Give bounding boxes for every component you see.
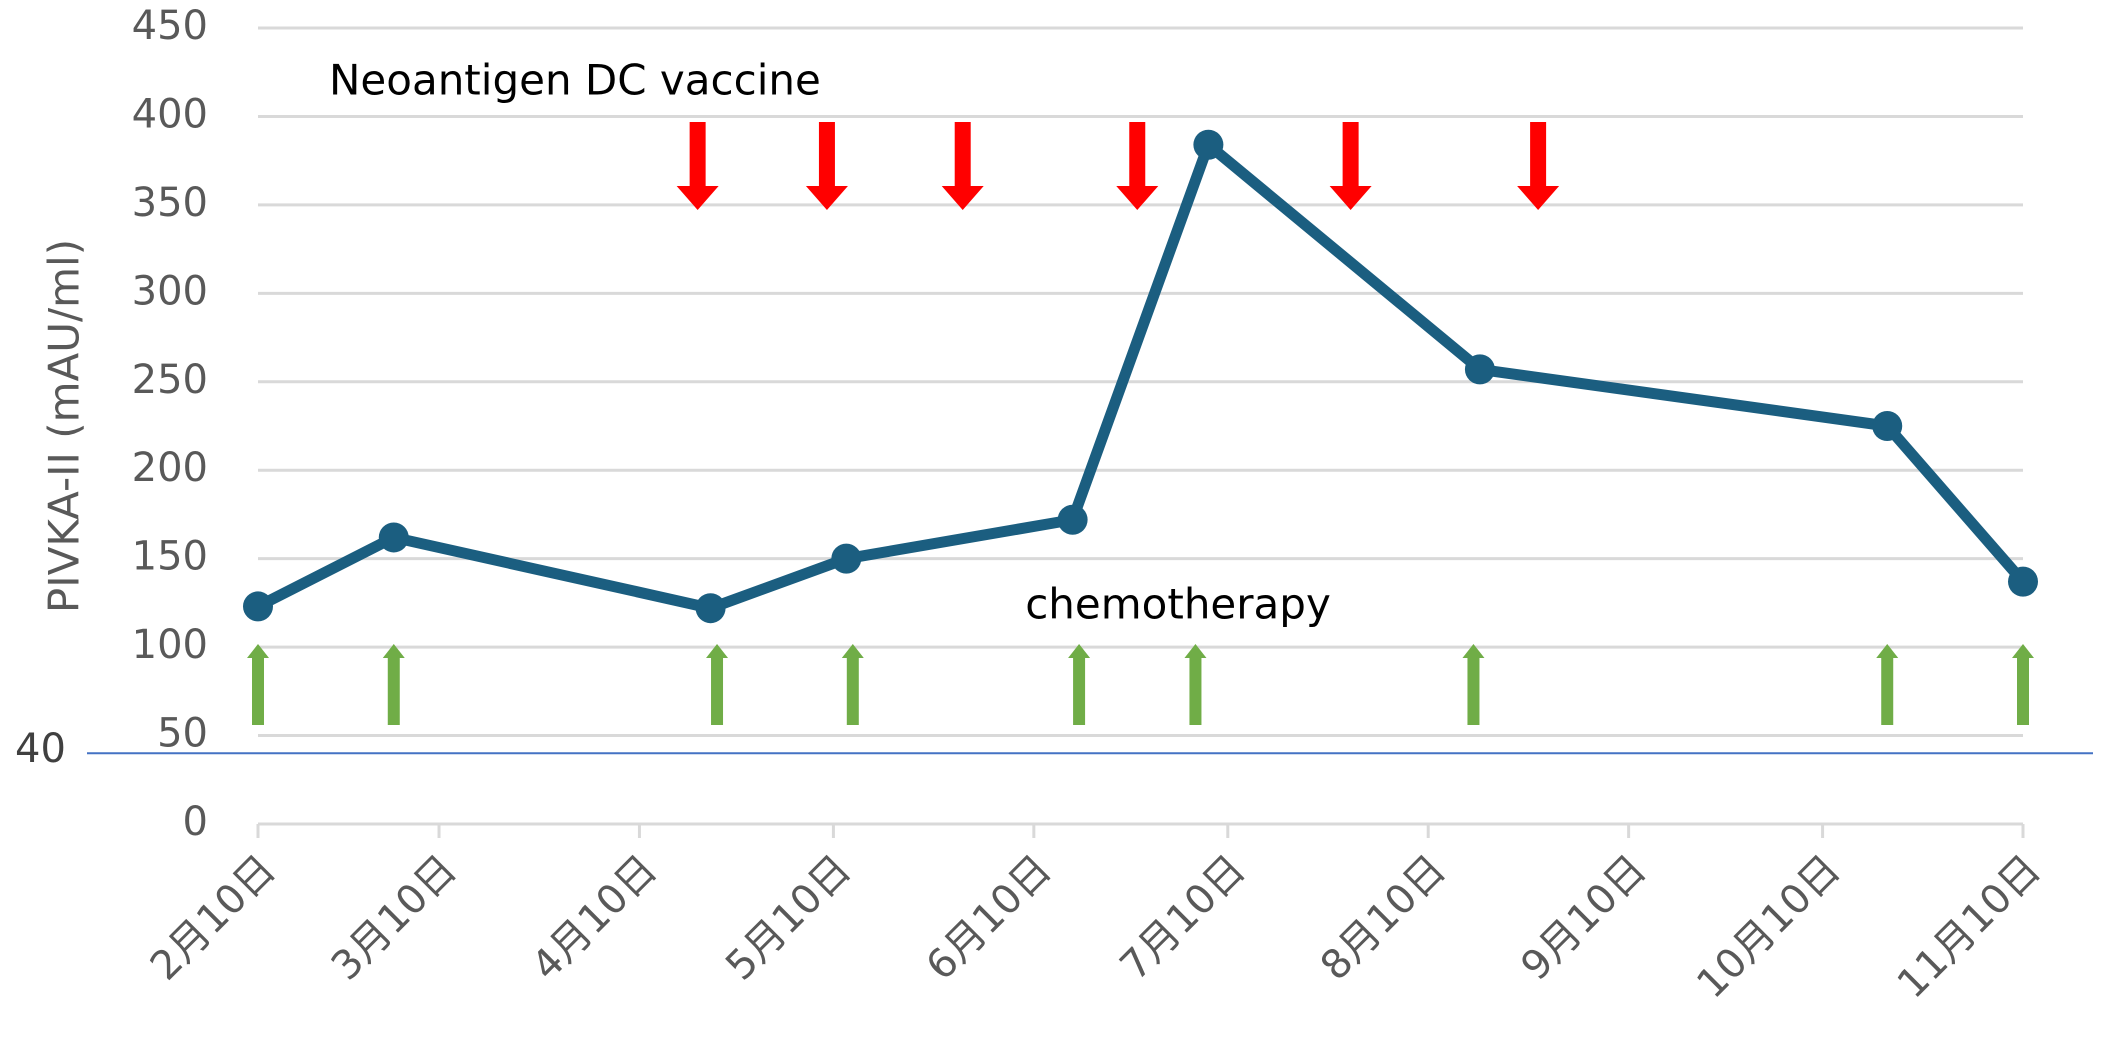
vaccine-arrow xyxy=(941,122,984,210)
x-tick-label: 9月10日 xyxy=(1512,846,1655,989)
x-tick-label: 5月10日 xyxy=(717,846,860,989)
vaccine-arrow xyxy=(1517,122,1560,210)
chemo-arrow xyxy=(706,644,729,725)
data-point xyxy=(831,543,862,574)
data-point xyxy=(1057,504,1088,535)
annotation-label: chemotherapy xyxy=(1025,580,1331,629)
data-point xyxy=(243,591,273,622)
x-tick-label: 8月10日 xyxy=(1312,846,1455,989)
data-point xyxy=(378,522,409,553)
data-point xyxy=(1193,129,1224,160)
vaccine-arrow xyxy=(676,122,719,210)
y-tick-label: 50 xyxy=(157,711,208,757)
x-tick-label: 4月10日 xyxy=(523,846,666,989)
vaccine-arrow xyxy=(1116,122,1159,210)
y-tick-label: 450 xyxy=(132,3,208,49)
x-tick-label: 2月10日 xyxy=(142,846,285,989)
x-tick-label: 10月10日 xyxy=(1688,846,1849,1007)
y-tick-label: 400 xyxy=(132,91,208,137)
chemo-arrow xyxy=(1184,644,1207,725)
annotation-label: Neoantigen DC vaccine xyxy=(329,56,821,105)
chemo-arrow xyxy=(1068,644,1091,725)
reference-label: 40 xyxy=(15,726,66,772)
data-point xyxy=(1872,411,1903,441)
chemo-arrow xyxy=(1462,644,1485,725)
y-tick-label: 150 xyxy=(132,534,208,580)
x-tick-label: 3月10日 xyxy=(323,846,466,989)
chemo-arrow xyxy=(382,644,405,725)
y-tick-label: 200 xyxy=(132,445,208,491)
y-tick-label: 300 xyxy=(132,268,208,314)
chemo-arrow xyxy=(2012,644,2034,725)
y-tick-label: 250 xyxy=(132,357,208,403)
vaccine-arrow xyxy=(1329,122,1372,210)
y-tick-label: 350 xyxy=(132,180,208,226)
data-point xyxy=(2008,566,2038,597)
x-tick-label: 7月10日 xyxy=(1112,846,1255,989)
chemo-arrow xyxy=(841,644,864,725)
x-tick-label: 6月10日 xyxy=(918,846,1061,989)
y-tick-label: 0 xyxy=(183,799,208,845)
data-point xyxy=(695,593,726,624)
vaccine-arrow xyxy=(805,122,848,210)
data-line xyxy=(255,139,2028,614)
y-axis-title: PIVKA-II (mAU/ml) xyxy=(40,239,89,613)
y-tick-label: 100 xyxy=(132,622,208,668)
data-point xyxy=(1464,354,1495,385)
x-tick-label: 11月10日 xyxy=(1889,846,2050,1007)
chemo-arrow xyxy=(247,644,269,725)
chemo-arrow xyxy=(1876,644,1899,725)
